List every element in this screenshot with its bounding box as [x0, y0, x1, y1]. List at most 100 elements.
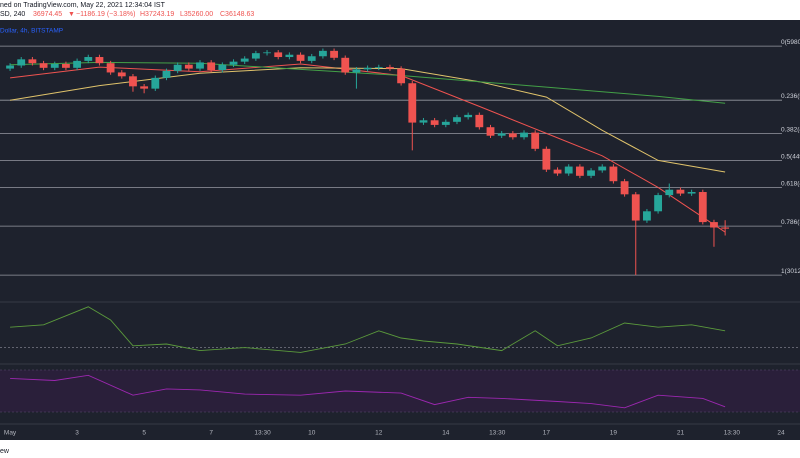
- x-tick-label: 13:30: [254, 430, 271, 437]
- candle-body: [218, 64, 227, 71]
- fib-label: 0.236(52804.: [781, 93, 800, 100]
- candle-body: [296, 54, 305, 61]
- candle-body: [508, 133, 517, 138]
- oscillator-line: [10, 306, 726, 353]
- rsi-line: [10, 374, 726, 409]
- x-tick-label: 19: [610, 430, 618, 437]
- candle-body: [464, 114, 473, 118]
- candle-body: [374, 67, 383, 68]
- fib-label: 0.786(36478.: [781, 219, 800, 226]
- x-tick-label: 7: [209, 430, 213, 437]
- x-tick-label: 17: [543, 430, 551, 437]
- candle-body: [441, 121, 450, 125]
- candle-body: [39, 63, 48, 68]
- candle-body: [84, 57, 93, 61]
- candle-body: [73, 60, 82, 68]
- candle-body: [687, 192, 696, 194]
- candle-body: [207, 62, 216, 71]
- candle-body: [553, 169, 562, 174]
- moving-average: [10, 67, 726, 173]
- candle-body: [50, 63, 59, 68]
- candle-body: [654, 195, 663, 212]
- candle-body: [62, 63, 70, 68]
- footer: ew: [0, 448, 10, 455]
- candle-body: [17, 59, 26, 66]
- candle-body: [631, 194, 640, 221]
- candle-body: [676, 189, 685, 194]
- symbol: SD, 240: [0, 11, 25, 18]
- candle-body: [408, 83, 417, 123]
- candle-body: [263, 52, 271, 54]
- fib-label: 0(59809.: [781, 39, 800, 46]
- candle-body: [285, 54, 294, 58]
- legend-ohlc: SD, 240 36974.45 ▼ −1186.19 (−3.18%) H37…: [0, 11, 254, 18]
- candle-body: [575, 166, 584, 176]
- low: L35260.00: [180, 11, 213, 18]
- candle-body: [587, 170, 595, 176]
- candle-body: [531, 132, 540, 149]
- candle-body: [497, 133, 506, 136]
- candle-body: [721, 227, 730, 229]
- candle-body: [386, 67, 394, 69]
- x-tick-label: 14: [442, 430, 450, 437]
- instrument: Dollar, 4h, BITSTAMP: [0, 28, 63, 35]
- candle-body: [274, 52, 283, 58]
- fib-label: 0.382(48470.: [781, 126, 800, 133]
- candle-body: [162, 70, 171, 78]
- candle-body: [397, 68, 406, 84]
- x-tick-label: 5: [142, 430, 146, 437]
- candle-body: [330, 50, 338, 58]
- candle-body: [184, 64, 193, 69]
- change: −1186.19 (−3.18%): [76, 11, 135, 18]
- candle-body: [643, 211, 651, 221]
- open: 36974.45: [33, 11, 62, 18]
- candle-body: [173, 64, 182, 71]
- x-tick-label: 12: [375, 430, 383, 437]
- candle-body: [363, 67, 372, 70]
- candle-body: [710, 222, 718, 228]
- direction: ▼: [68, 11, 75, 18]
- candle-body: [520, 132, 528, 138]
- x-tick-label: 3: [75, 430, 79, 437]
- candle-body: [251, 53, 260, 59]
- x-tick-label: 10: [308, 430, 316, 437]
- x-tick-label: 13:30: [489, 430, 506, 437]
- fib-label: 0.5(44968.: [781, 153, 800, 160]
- candle-body: [117, 72, 126, 77]
- candle-body: [318, 50, 327, 57]
- fib-label: 0.618(41465.: [781, 180, 800, 187]
- candle-body: [6, 65, 14, 69]
- candle-body: [106, 63, 115, 73]
- close: C36148.63: [220, 11, 254, 18]
- moving-average: [10, 63, 726, 233]
- candle-body: [453, 117, 461, 122]
- candle-body: [352, 69, 361, 73]
- x-tick-label: 24: [777, 430, 785, 437]
- candle-body: [598, 166, 607, 171]
- fib-label: 1(30126.: [781, 268, 800, 275]
- candle-body: [475, 114, 484, 128]
- candle-body: [698, 192, 707, 223]
- high: H37243.19: [140, 11, 174, 18]
- candle-body: [665, 189, 674, 196]
- x-tick-label: May: [4, 430, 17, 437]
- candle-body: [229, 61, 238, 65]
- candle-body: [609, 166, 618, 182]
- snapshot-note: ned on TradingView.com, May 22, 2021 12:…: [0, 2, 166, 9]
- candle-body: [129, 76, 137, 87]
- candle-body: [419, 120, 428, 123]
- rsi-pane: [0, 370, 800, 412]
- candle-body: [240, 58, 249, 62]
- candle-body: [542, 148, 551, 170]
- candle-body: [486, 127, 495, 136]
- candle-body: [151, 77, 160, 89]
- moving-average: [10, 61, 726, 104]
- candle-body: [564, 166, 573, 174]
- candle-body: [620, 181, 629, 195]
- candle-body: [28, 59, 37, 64]
- candle-body: [196, 62, 204, 69]
- candle-body: [307, 56, 316, 61]
- candle-body: [430, 120, 439, 125]
